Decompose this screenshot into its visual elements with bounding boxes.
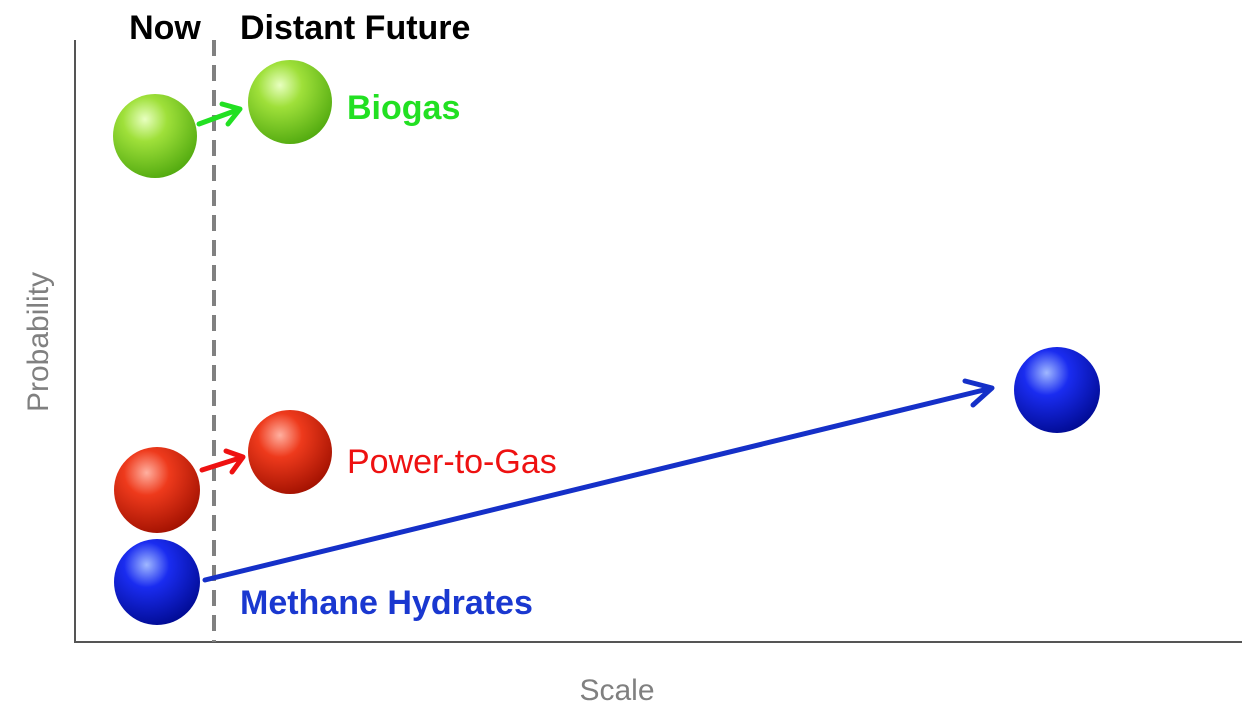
sphere-biogas-now [113, 94, 197, 178]
sphere-biogas-future [248, 60, 332, 144]
sphere-methane-now [114, 539, 200, 625]
x-axis-label: Scale [579, 674, 654, 707]
label-biogas: Biogas [347, 89, 460, 127]
sphere-power-now [114, 447, 200, 533]
label-methane: Methane Hydrates [240, 584, 533, 622]
arrow-methane [202, 378, 995, 583]
column-now: Now [129, 9, 201, 47]
arrow-power-to-gas [199, 448, 246, 475]
arrow-biogas [196, 101, 243, 127]
column-future: Distant Future [240, 9, 470, 47]
y-axis-label: Probability [22, 272, 55, 412]
label-power-to-gas: Power-to-Gas [347, 443, 557, 481]
sphere-methane-future [1014, 347, 1100, 433]
sphere-power-future [248, 410, 332, 494]
